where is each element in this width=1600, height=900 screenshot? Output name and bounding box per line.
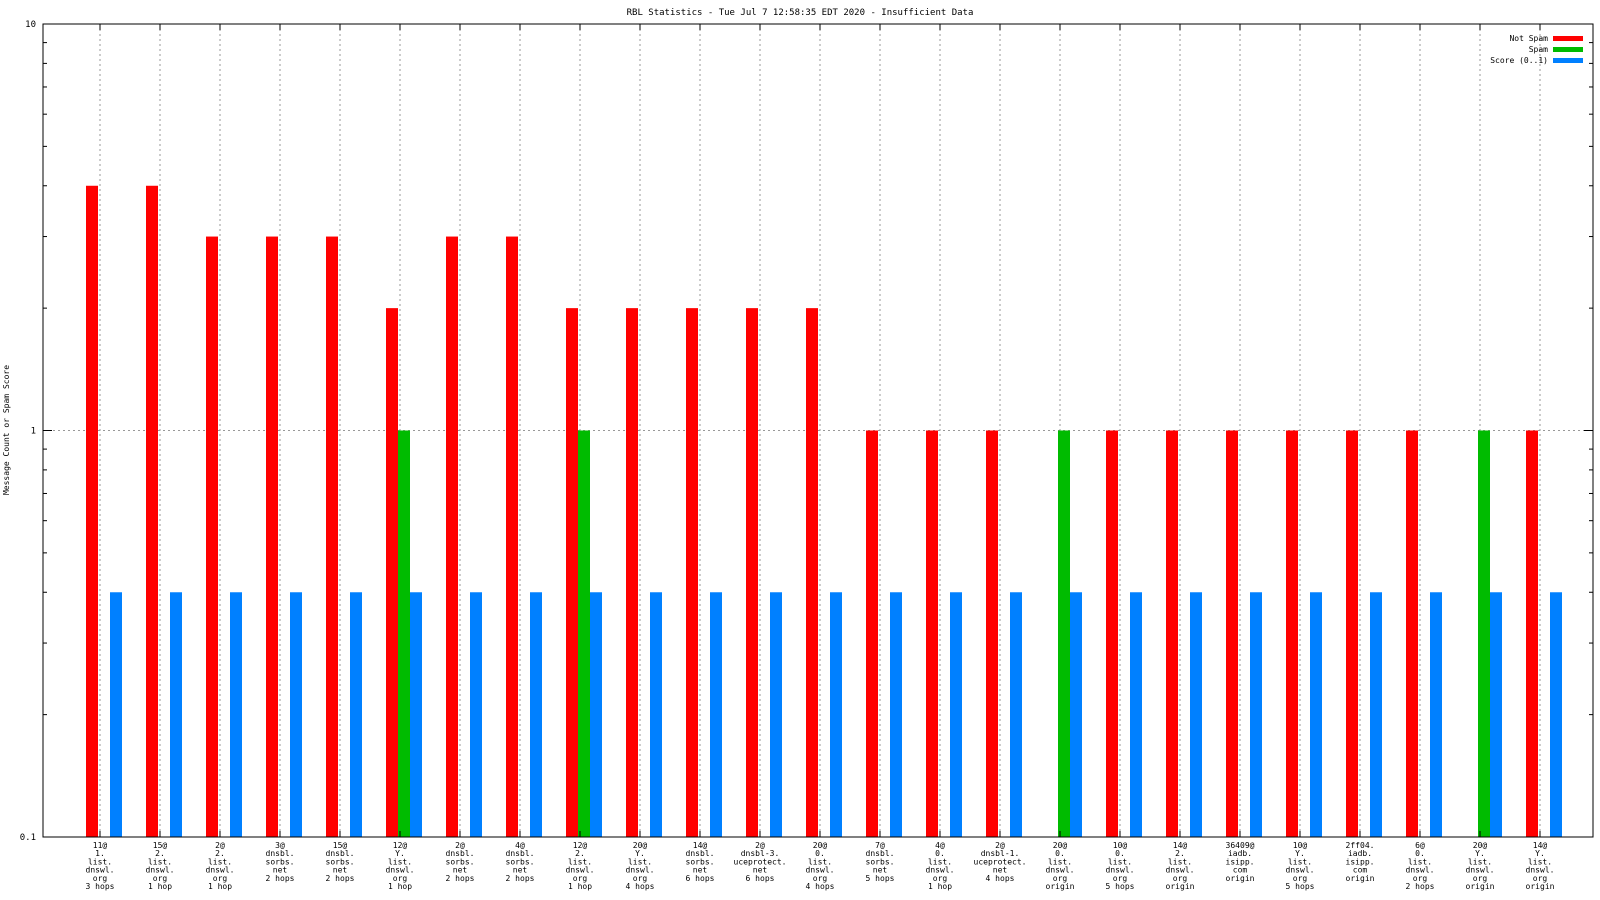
bar-not-spam	[1346, 430, 1358, 837]
y-tick-label: 10	[25, 20, 36, 30]
legend-label: Spam	[1529, 45, 1548, 54]
bar-not-spam	[1286, 430, 1298, 837]
bar-score	[1190, 592, 1202, 837]
bar-score	[110, 592, 122, 837]
bar-score	[1310, 592, 1322, 837]
bar-not-spam	[686, 308, 698, 837]
bar-score	[950, 592, 962, 837]
legend-label: Score (0..1)	[1490, 56, 1548, 65]
x-tick-label: 3@ dnsbl. sorbs. net 2 hops	[266, 841, 295, 883]
x-tick-label: 7@ dnsbl. sorbs. net 5 hops	[866, 841, 895, 883]
bar-not-spam	[86, 185, 98, 837]
x-tick-label: 12@ 2. list. dnswl. org 1 hop	[566, 841, 595, 891]
bar-spam	[1478, 430, 1490, 837]
x-tick-label: 14@ 2. list. dnswl. org origin	[1166, 841, 1195, 891]
bars-layer	[86, 185, 1562, 837]
bar-score	[1130, 592, 1142, 837]
bar-not-spam	[446, 236, 458, 837]
bar-score	[290, 592, 302, 837]
bar-not-spam	[1166, 430, 1178, 837]
bar-not-spam	[746, 308, 758, 837]
x-tick-label: 4@ dnsbl. sorbs. net 2 hops	[506, 841, 535, 883]
legend: Not Spam Spam Score (0..1)	[1490, 34, 1583, 65]
bar-not-spam	[566, 308, 578, 837]
bar-not-spam	[326, 236, 338, 837]
legend-swatch	[1553, 36, 1583, 41]
bar-score	[1490, 592, 1502, 837]
bar-not-spam	[986, 430, 998, 837]
bar-spam	[578, 430, 590, 837]
y-tick-label: 1	[31, 427, 36, 437]
bar-score	[1430, 592, 1442, 837]
bar-score	[470, 592, 482, 837]
bar-not-spam	[626, 308, 638, 837]
legend-swatch	[1553, 58, 1583, 63]
bar-score	[1370, 592, 1382, 837]
x-tick-label: 10@ Y. list. dnswl. org 5 hops	[1286, 841, 1315, 891]
bar-not-spam	[1526, 430, 1538, 837]
bar-not-spam	[386, 308, 398, 837]
x-tick-label: 2@ 2. list. dnswl. org 1 hop	[206, 841, 235, 891]
bar-not-spam	[266, 236, 278, 837]
x-tick-label: 6@ 0. list. dnswl. org 2 hops	[1406, 841, 1435, 891]
bar-score	[1010, 592, 1022, 837]
x-tick-label: 20@ Y. list. dnswl. org origin	[1466, 841, 1495, 891]
bar-not-spam	[506, 236, 518, 837]
bar-score	[230, 592, 242, 837]
legend-label: Not Spam	[1509, 34, 1548, 43]
bar-score	[1250, 592, 1262, 837]
bar-not-spam	[146, 185, 158, 837]
bar-not-spam	[1106, 430, 1118, 837]
x-tick-label: 2@ dnsbl-1. uceprotect. net 4 hops	[974, 841, 1027, 883]
bar-score	[1070, 592, 1082, 837]
bar-score	[890, 592, 902, 837]
bar-score	[1550, 592, 1562, 837]
x-tick-label: 20@ 0. list. dnswl. org 4 hops	[806, 841, 835, 891]
bar-score	[170, 592, 182, 837]
bar-not-spam	[866, 430, 878, 837]
bar-not-spam	[1226, 430, 1238, 837]
bar-score	[410, 592, 422, 837]
y-axis-label: Message Count or Spam Score	[2, 365, 11, 495]
x-tick-label: 20@ Y. list. dnswl. org 4 hops	[626, 841, 655, 891]
x-tick-label: 2@ dnsbl-3. uceprotect. net 6 hops	[734, 841, 787, 883]
x-tick-label: 2ff04. iadb. isipp. com origin	[1346, 841, 1375, 883]
x-tick-labels: 11@ 1. list. dnswl. org 3 hops 15@ 2. list. dnswl…	[86, 841, 1555, 891]
bar-score	[530, 592, 542, 837]
bar-not-spam	[206, 236, 218, 837]
bar-score	[710, 592, 722, 837]
x-tick-label: 10@ 0. list. dnswl. org 5 hops	[1106, 841, 1135, 891]
x-tick-label: 12@ Y. list. dnswl. org 1 hop	[386, 841, 415, 891]
x-tick-label: 20@ 0. list. dnswl. org origin	[1046, 841, 1075, 891]
bar-score	[350, 592, 362, 837]
bar-spam	[1058, 430, 1070, 837]
x-tick-label: 14@ Y. list. dnswl. org origin	[1526, 841, 1555, 891]
x-tick-label: 4@ 0. list. dnswl. org 1 hop	[926, 841, 955, 891]
bar-not-spam	[1406, 430, 1418, 837]
bar-not-spam	[806, 308, 818, 837]
y-ticks: 10 1 0.1	[20, 20, 1593, 843]
x-tick-label: 36409@ iadb. isipp. com origin	[1226, 841, 1255, 883]
chart-title: RBL Statistics - Tue Jul 7 12:58:35 EDT …	[627, 8, 974, 18]
bar-score	[770, 592, 782, 837]
x-tick-label: 11@ 1. list. dnswl. org 3 hops	[86, 841, 115, 891]
legend-swatch	[1553, 47, 1583, 52]
bar-not-spam	[926, 430, 938, 837]
bar-score	[590, 592, 602, 837]
x-tick-label: 15@ 2. list. dnswl. org 1 hop	[146, 841, 175, 891]
x-tick-label: 15@ dnsbl. sorbs. net 2 hops	[326, 841, 355, 883]
x-tick-label: 14@ dnsbl. sorbs. net 6 hops	[686, 841, 715, 883]
y-tick-label: 0.1	[20, 833, 36, 843]
bar-score	[830, 592, 842, 837]
bar-score	[650, 592, 662, 837]
bar-spam	[398, 430, 410, 837]
x-tick-label: 2@ dnsbl. sorbs. net 2 hops	[446, 841, 475, 883]
